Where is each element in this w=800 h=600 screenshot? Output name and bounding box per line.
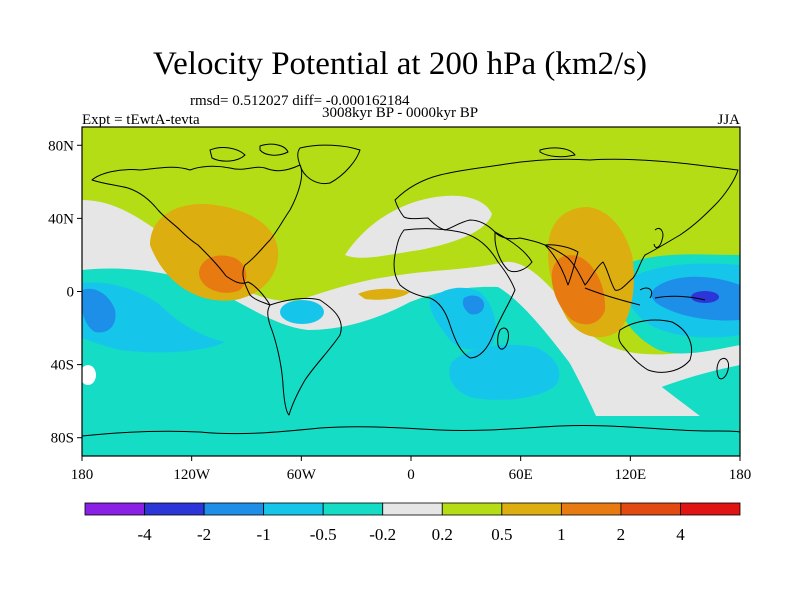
map-panel [82, 127, 740, 456]
colorbar-swatch [441, 502, 503, 516]
lat-tick-label: 40N [48, 211, 74, 227]
lat-tick-label: 80S [51, 431, 74, 447]
lon-tick-label: 180 [71, 467, 94, 483]
lon-tick-label: 0 [407, 467, 415, 483]
stats-line: rmsd= 0.512027 diff= -0.000162184 [190, 93, 410, 109]
colorbar-label: -4 [137, 525, 152, 544]
lat-tick-label: 40S [51, 358, 74, 374]
coast-antarctica [82, 424, 740, 437]
lon-tick-label: 120E [614, 467, 646, 483]
lat-tick-label: 80N [48, 138, 74, 154]
coast-australia [618, 319, 693, 373]
colorbar-swatch [680, 502, 741, 516]
core-east-pacific-minimum [82, 288, 116, 333]
lon-tick-label: 120W [173, 467, 211, 483]
colorbar-label: 1 [557, 525, 566, 544]
neutral-patch-atlantic [345, 195, 492, 258]
colorbar-swatch [620, 502, 681, 516]
coastlines [82, 143, 740, 437]
colorbar-swatch [382, 502, 443, 516]
colorbar-swatch [501, 502, 562, 516]
colorbar-swatch [263, 502, 324, 516]
core-central-africa-minimum [462, 295, 485, 315]
teal-region-south-pacific [82, 268, 740, 415]
blue-patch-south-america [280, 300, 324, 324]
blue-region-east-pacific [82, 282, 225, 353]
colorbar-label: 4 [676, 525, 685, 544]
coast-madagascar [497, 327, 509, 350]
colorbar-swatch [560, 502, 622, 516]
deep-core-west-pacific [691, 291, 719, 303]
neutral-wedge-indian-ocean [560, 341, 700, 416]
lon-tick-label: 60E [509, 467, 533, 483]
colorbar-label: -0.2 [369, 525, 396, 544]
colorbar-swatch [144, 502, 205, 516]
season-label: JJA [717, 112, 740, 128]
coast-arabia [494, 231, 533, 273]
lon-tick-label: 60W [287, 467, 317, 483]
lat-tick-label: 0 [67, 285, 75, 301]
period-line: 3008kyr BP - 0000kyr BP [322, 105, 479, 121]
colorbar-swatch [203, 502, 265, 516]
blue-patch-southwest-pacific [82, 365, 96, 385]
gold-patch-equatorial-atlantic [358, 288, 410, 300]
coast-greenland [297, 144, 361, 185]
coast-north-america [91, 164, 303, 306]
lon-tick-label: 180 [729, 467, 752, 483]
colorbar-label: -0.5 [310, 525, 337, 544]
coast-africa [393, 228, 516, 359]
colorbar-label: 0.5 [491, 525, 512, 544]
teal-region-antarctic [82, 412, 740, 456]
experiment-label: Expt = tEwtA-tevta [82, 112, 200, 128]
coast-india [544, 244, 579, 286]
colorbar-label: 0.2 [432, 525, 453, 544]
colorbar-label: -2 [197, 525, 211, 544]
coast-south-america [267, 297, 342, 416]
colorbar-label: -1 [257, 525, 271, 544]
axis-ticks: 180 120W 60W 0 60E 120E 180 80N 40N 0 40S 80S [48, 138, 751, 483]
coast-eurasia [394, 158, 739, 291]
coast-arctic-islands [209, 143, 576, 162]
orange-core-south-asia [551, 255, 606, 325]
coast-southeast-asia-islands [584, 287, 706, 306]
colorbar-swatch [84, 502, 145, 516]
orange-core-mexico [199, 255, 247, 293]
page-title: Velocity Potential at 200 hPa (km2/s) [152, 46, 648, 82]
coast-new-zealand [716, 357, 729, 380]
colorbar-label: 2 [617, 525, 626, 544]
colorbar-swatch [322, 502, 384, 516]
coast-japan [653, 227, 664, 248]
blue-region-south-atlantic [449, 344, 560, 400]
colorbar: -4 -2 -1 -0.5 -0.2 0.2 0.5 1 2 4 [84, 502, 741, 544]
